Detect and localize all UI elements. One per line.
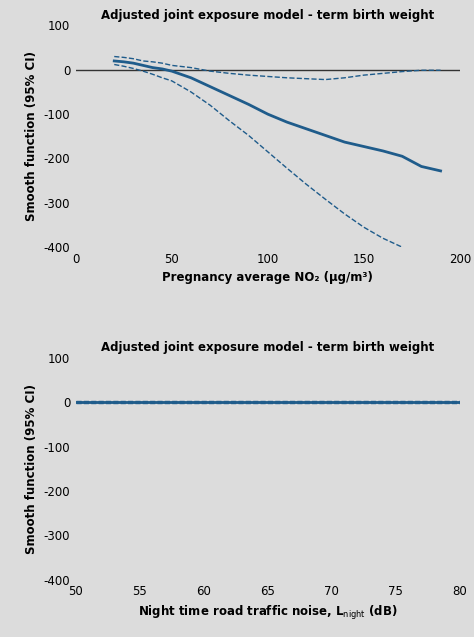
- Title: Adjusted joint exposure model - term birth weight: Adjusted joint exposure model - term bir…: [101, 8, 435, 22]
- Title: Adjusted joint exposure model - term birth weight: Adjusted joint exposure model - term bir…: [101, 341, 435, 354]
- Y-axis label: Smooth function (95% CI): Smooth function (95% CI): [25, 52, 38, 221]
- Y-axis label: Smooth function (95% CI): Smooth function (95% CI): [25, 384, 38, 554]
- X-axis label: Pregnancy average NO₂ (μg/m³): Pregnancy average NO₂ (μg/m³): [163, 271, 373, 284]
- X-axis label: Night time road traffic noise, L$_\mathrm{night}$ (dB): Night time road traffic noise, L$_\mathr…: [138, 604, 398, 622]
